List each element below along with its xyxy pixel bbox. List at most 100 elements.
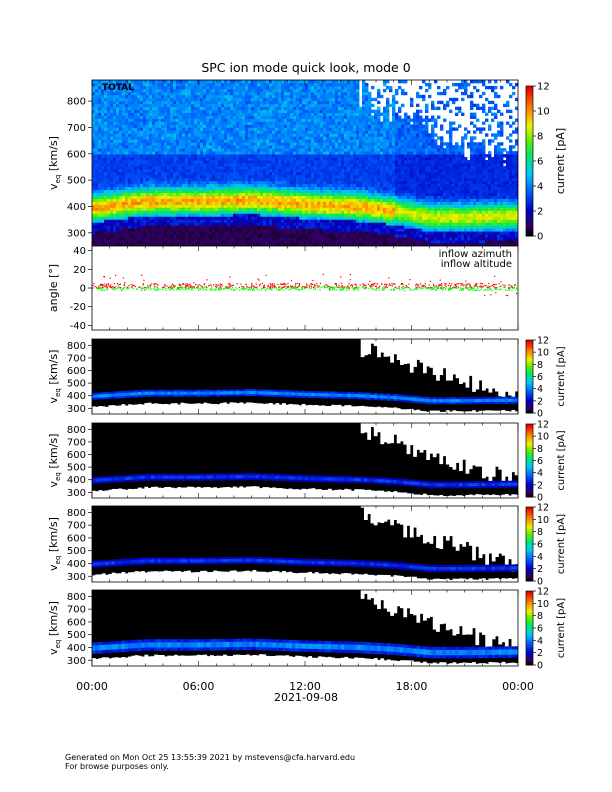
heatmap-cell [281, 133, 285, 137]
heatmap-cell [215, 225, 219, 229]
heatmap-cell [275, 154, 279, 158]
heatmap-cell [236, 240, 240, 244]
heatmap-cell [98, 80, 102, 84]
heatmap-cell [137, 160, 141, 164]
heatmap-cell [245, 192, 249, 196]
heatmap-cell [290, 100, 294, 105]
heatmap-cell [317, 174, 321, 179]
heatmap-cell [194, 154, 198, 158]
heatmap-cell [338, 237, 342, 241]
heatmap-cell [158, 198, 162, 202]
heatmap-cell [338, 225, 342, 229]
heatmap-cell [284, 180, 288, 185]
heatmap-cell [134, 165, 138, 170]
heatmap-cell [335, 85, 339, 90]
heatmap-cell [176, 127, 180, 131]
heatmap-cell [332, 133, 336, 137]
heatmap-cell [173, 171, 177, 176]
heatmap-cell [206, 130, 210, 134]
heatmap-cell [98, 91, 102, 96]
heatmap-cell [281, 177, 285, 182]
heatmap-cell [260, 157, 264, 161]
heatmap-cell [182, 240, 186, 244]
heatmap-cell [284, 225, 288, 229]
heatmap-cell [110, 177, 114, 182]
heatmap-cell [206, 213, 210, 217]
heatmap-cell [257, 186, 261, 191]
heatmap-cell [191, 91, 195, 96]
heatmap-cell [350, 94, 354, 99]
heatmap-cell [218, 80, 222, 84]
heatmap-cell [272, 115, 276, 119]
heatmap-cell [188, 118, 192, 122]
heatmap-cell [104, 201, 108, 205]
heatmap-cell [200, 112, 204, 116]
heatmap-cell [194, 228, 198, 232]
heatmap-cell [191, 133, 195, 137]
heatmap-cell [161, 91, 165, 96]
heatmap-cell [257, 118, 261, 122]
heatmap-cell [137, 154, 141, 158]
heatmap-cell [260, 237, 264, 241]
heatmap-cell [272, 118, 276, 122]
heatmap-cell [344, 177, 348, 182]
heatmap-cell [209, 163, 213, 167]
heatmap-cell [155, 186, 159, 191]
heatmap-cell [170, 154, 174, 158]
heatmap-cell [122, 192, 126, 196]
heatmap-cell [134, 133, 138, 137]
heatmap-cell [233, 219, 237, 223]
heatmap-cell [215, 82, 219, 87]
heatmap-cell [101, 145, 105, 149]
heatmap-cell [137, 157, 141, 161]
heatmap-cell [305, 118, 309, 122]
heatmap-cell [131, 157, 135, 161]
heatmap-cell [305, 183, 309, 188]
heatmap-cell [158, 195, 162, 199]
heatmap-cell [311, 121, 315, 125]
heatmap-cell [290, 124, 294, 128]
heatmap-cell [152, 186, 156, 191]
heatmap-cell [323, 109, 327, 113]
heatmap-cell [284, 216, 288, 220]
heatmap-cell [155, 127, 159, 131]
heatmap-cell [176, 177, 180, 182]
heatmap-cell [221, 80, 225, 84]
heatmap-cell [209, 103, 213, 108]
heatmap-cell [113, 133, 117, 137]
heatmap-cell [245, 219, 249, 223]
heatmap-cell [353, 106, 357, 111]
heatmap-cell [95, 130, 99, 134]
heatmap-cell [260, 85, 264, 90]
heatmap-cell [269, 91, 273, 96]
heatmap-cell [155, 154, 159, 158]
heatmap-cell [230, 210, 234, 214]
heatmap-cell [146, 148, 150, 152]
heatmap-cell [161, 237, 165, 241]
heatmap-cell [311, 145, 315, 149]
heatmap-cell [293, 240, 297, 244]
heatmap-cell [140, 136, 144, 140]
heatmap-cell [287, 109, 291, 113]
heatmap-cell [221, 133, 225, 137]
heatmap-cell [110, 94, 114, 99]
heatmap-cell [134, 186, 138, 191]
heatmap-cell [119, 100, 123, 105]
heatmap-cell [347, 127, 351, 131]
heatmap-cell [275, 186, 279, 191]
heatmap-cell [227, 192, 231, 196]
heatmap-cell [164, 186, 168, 191]
heatmap-cell [305, 201, 309, 205]
heatmap-cell [236, 216, 240, 220]
heatmap-cell [350, 204, 354, 208]
heatmap-cell [191, 174, 195, 179]
heatmap-cell [284, 165, 288, 170]
heatmap-cell [104, 228, 108, 232]
heatmap-cell [185, 109, 189, 113]
heatmap-cell [104, 154, 108, 158]
heatmap-cell [134, 171, 138, 176]
heatmap-cell [173, 174, 177, 179]
heatmap-cell [326, 222, 330, 226]
heatmap-cell [146, 145, 150, 149]
heatmap-cell [188, 207, 192, 211]
